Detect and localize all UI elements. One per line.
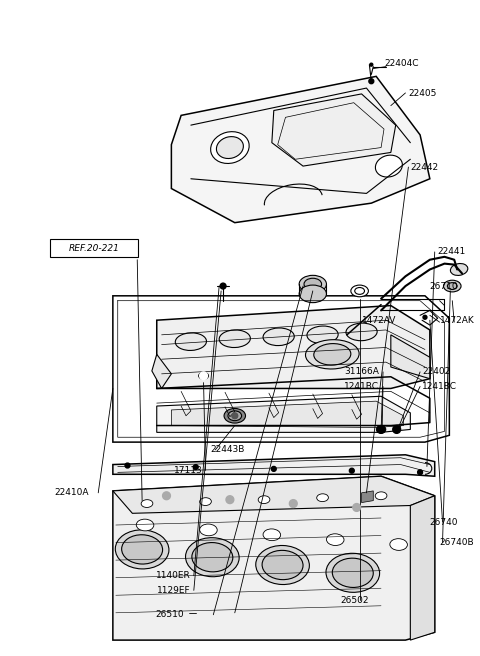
Ellipse shape [219,330,251,348]
Ellipse shape [199,373,208,379]
Ellipse shape [121,535,163,564]
Circle shape [418,470,422,475]
Ellipse shape [115,530,169,569]
Ellipse shape [346,323,377,340]
Circle shape [226,496,234,504]
Circle shape [271,466,276,471]
Polygon shape [171,401,404,428]
Text: 1472AV: 1472AV [361,316,396,325]
Polygon shape [113,296,449,442]
Polygon shape [157,306,430,388]
Circle shape [200,372,207,380]
Text: 22404C: 22404C [384,59,419,68]
Text: 26502: 26502 [340,596,369,605]
Polygon shape [113,476,435,513]
Text: 26740: 26740 [430,518,458,527]
Ellipse shape [228,411,241,420]
Ellipse shape [326,534,344,546]
Text: 22442: 22442 [410,163,438,172]
Circle shape [163,492,170,500]
Ellipse shape [307,326,338,344]
Ellipse shape [299,285,326,302]
Ellipse shape [355,287,364,295]
Circle shape [353,504,360,512]
Polygon shape [152,354,171,388]
Text: 22402: 22402 [422,367,450,377]
Ellipse shape [447,283,457,289]
Circle shape [370,63,373,66]
Text: 1241BC: 1241BC [422,382,457,391]
Ellipse shape [375,155,402,177]
Polygon shape [391,335,430,379]
Text: 31166A: 31166A [344,367,379,377]
Text: 17113: 17113 [174,466,203,475]
Circle shape [423,316,427,319]
Circle shape [232,413,238,419]
Ellipse shape [299,276,326,293]
Circle shape [220,283,226,289]
Ellipse shape [332,558,373,587]
Polygon shape [113,455,435,476]
Ellipse shape [136,519,154,531]
Circle shape [369,79,374,84]
Ellipse shape [200,524,217,536]
Ellipse shape [390,539,408,550]
Text: 1241BC: 1241BC [344,382,379,391]
Ellipse shape [444,280,461,292]
Ellipse shape [376,426,386,434]
Ellipse shape [450,264,468,276]
Ellipse shape [256,546,310,584]
Text: 26710: 26710 [430,281,458,291]
Text: 26510: 26510 [156,610,184,619]
Text: REF.20-221: REF.20-221 [69,243,120,253]
Polygon shape [113,476,435,640]
Text: 22405: 22405 [408,89,437,98]
Ellipse shape [211,132,249,163]
Circle shape [125,463,130,468]
Ellipse shape [304,278,322,290]
Text: 22443B: 22443B [210,445,245,455]
Circle shape [377,426,385,434]
Ellipse shape [305,340,359,369]
Polygon shape [171,76,430,222]
Ellipse shape [263,529,281,541]
Ellipse shape [192,543,233,572]
Polygon shape [410,496,435,640]
Ellipse shape [186,538,239,577]
Ellipse shape [224,409,245,423]
Circle shape [193,464,198,470]
Ellipse shape [326,553,380,592]
Ellipse shape [351,285,368,297]
Circle shape [289,500,297,508]
Text: 26740B: 26740B [440,538,474,547]
Polygon shape [157,396,410,432]
Ellipse shape [314,344,351,365]
Polygon shape [278,103,384,159]
Ellipse shape [258,496,270,504]
Circle shape [393,426,401,434]
Polygon shape [272,94,396,166]
Ellipse shape [216,136,243,159]
Ellipse shape [263,328,294,346]
Ellipse shape [200,498,211,506]
Text: 22441: 22441 [438,247,466,256]
Text: 1472AK: 1472AK [440,316,474,325]
Text: 22410A: 22410A [54,488,89,497]
Ellipse shape [375,492,387,500]
Ellipse shape [317,494,328,502]
Ellipse shape [175,333,206,350]
Text: 1129EF: 1129EF [157,586,191,595]
Circle shape [349,468,354,473]
Ellipse shape [141,500,153,508]
Text: 1140ER: 1140ER [156,571,191,581]
Polygon shape [361,491,373,502]
Ellipse shape [262,550,303,580]
